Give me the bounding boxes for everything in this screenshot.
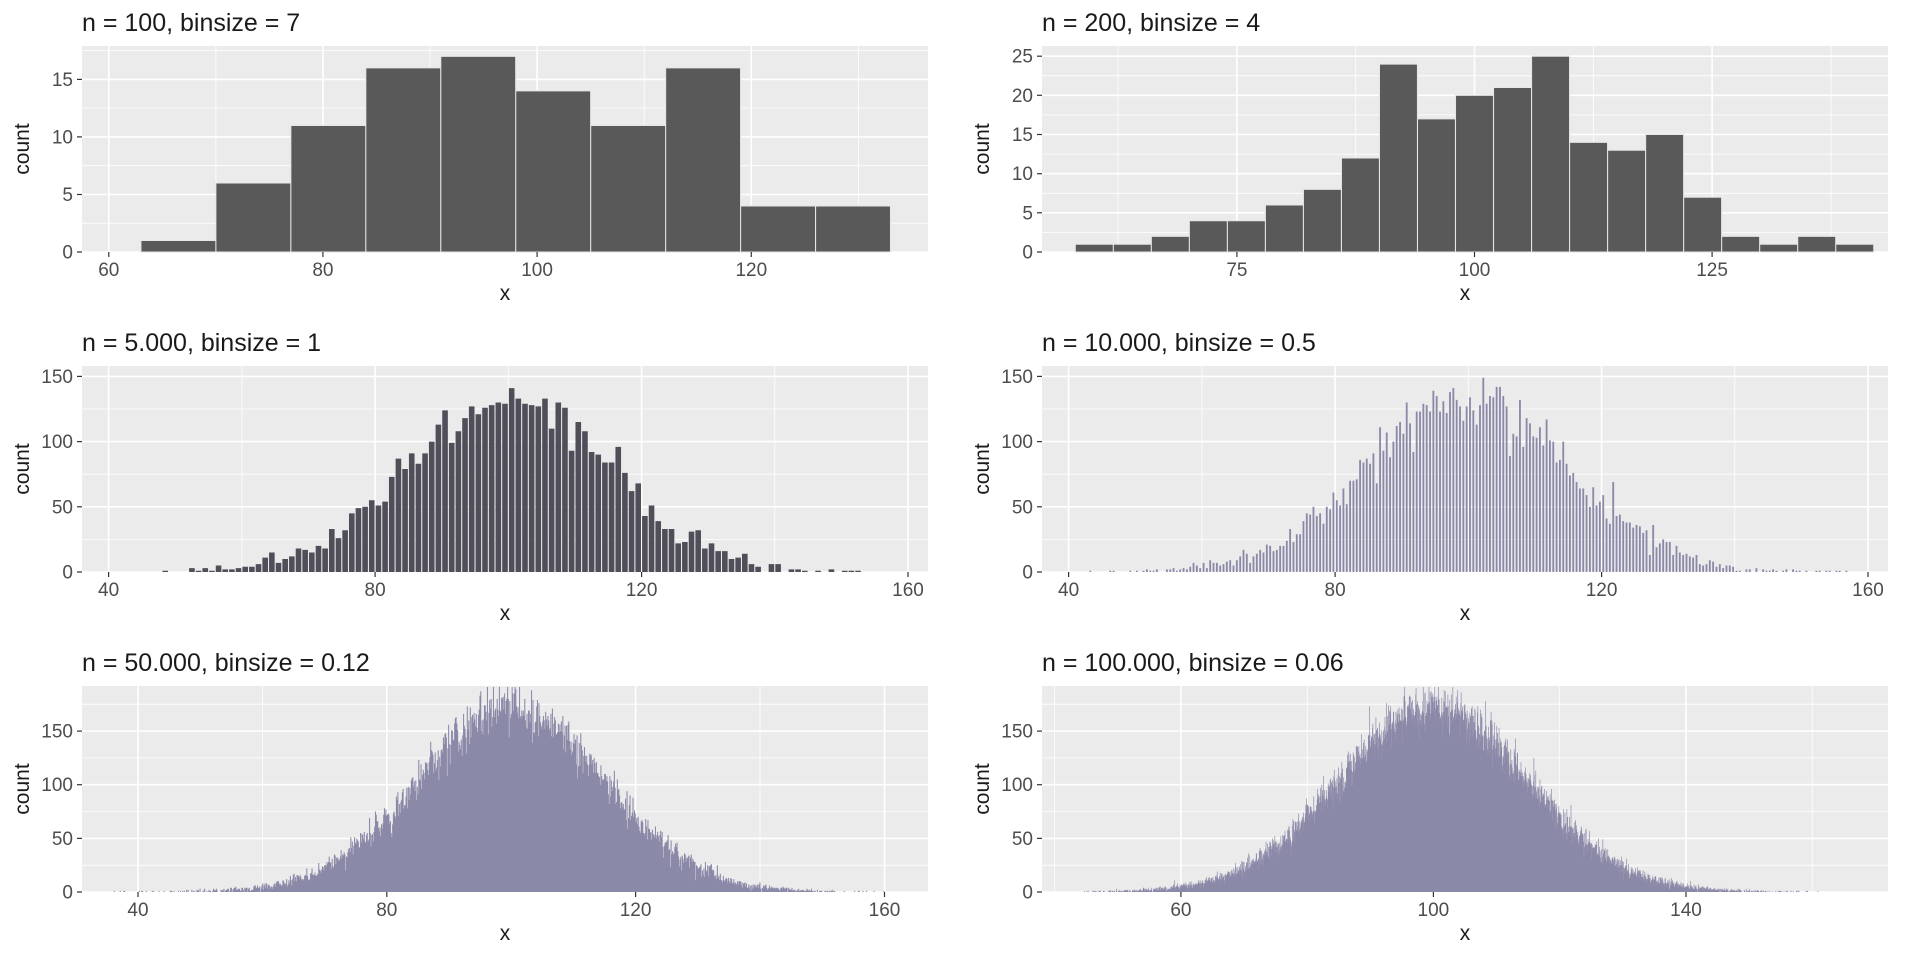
histogram-panel-n50000: n = 50.000, binsize = 0.12 40 80 120 160 0 50…: [0, 640, 960, 960]
svg-text:x: x: [500, 282, 511, 305]
svg-text:50: 50: [1012, 829, 1033, 850]
histogram-n100-svg: 60 80 100 120 0 5 10 15 x count: [12, 46, 928, 305]
svg-text:40: 40: [127, 900, 148, 921]
svg-text:100: 100: [1001, 775, 1033, 796]
svg-text:50: 50: [52, 829, 73, 850]
svg-text:5: 5: [62, 185, 73, 206]
svg-text:0: 0: [1022, 883, 1033, 904]
svg-text:x: x: [500, 602, 511, 625]
svg-text:count: count: [12, 763, 34, 815]
svg-text:80: 80: [312, 260, 333, 281]
svg-text:50: 50: [52, 497, 73, 518]
svg-text:80: 80: [376, 900, 397, 921]
svg-text:100: 100: [1001, 432, 1033, 453]
histogram-n200-svg: 75 100 125 0 5 10 15 20 25 x count: [972, 46, 1888, 305]
histogram-panel-n10000: n = 10.000, binsize = 0.5 40 80 120 160 0 50 1…: [960, 320, 1920, 640]
chart-title: n = 200, binsize = 4: [1042, 9, 1261, 37]
svg-text:120: 120: [626, 580, 658, 601]
svg-text:40: 40: [98, 580, 119, 601]
svg-text:15: 15: [1012, 125, 1033, 146]
svg-text:20: 20: [1012, 86, 1033, 107]
svg-text:10: 10: [52, 127, 73, 148]
svg-text:160: 160: [1852, 580, 1884, 601]
histogram-n100000-svg: 60 100 140 0 50 100 150 x count: [972, 686, 1888, 945]
svg-text:100: 100: [41, 432, 73, 453]
svg-text:100: 100: [1459, 260, 1491, 281]
svg-text:100: 100: [1418, 900, 1450, 921]
svg-text:100: 100: [41, 775, 73, 796]
svg-text:150: 150: [1001, 367, 1033, 388]
histogram-n5000-svg: 40 80 120 160 0 50 100 150 x count: [12, 366, 928, 625]
svg-text:0: 0: [62, 243, 73, 264]
svg-text:0: 0: [62, 883, 73, 904]
histogram-n50000-svg: 40 80 120 160 0 50 100 150 x count: [12, 686, 928, 945]
svg-text:25: 25: [1012, 47, 1033, 68]
histogram-panel-n200: n = 200, binsize = 4 75 100 125 0 5 10 15 20 25 x…: [960, 0, 1920, 320]
histogram-panel-n100000: n = 100.000, binsize = 0.06 60 100 140 0 50 1…: [960, 640, 1920, 960]
svg-text:40: 40: [1058, 580, 1079, 601]
svg-text:75: 75: [1226, 260, 1247, 281]
svg-text:150: 150: [41, 722, 73, 743]
svg-text:160: 160: [892, 580, 924, 601]
svg-text:x: x: [500, 922, 511, 945]
svg-text:150: 150: [41, 367, 73, 388]
svg-text:80: 80: [1325, 580, 1346, 601]
svg-text:0: 0: [62, 563, 73, 584]
histogram-panel-n100: n = 100, binsize = 7 60 80 100 120 0 5 10 15 x co…: [0, 0, 960, 320]
svg-text:120: 120: [1586, 580, 1618, 601]
svg-text:150: 150: [1001, 722, 1033, 743]
svg-text:x: x: [1460, 282, 1471, 305]
histogram-n10000-svg: 40 80 120 160 0 50 100 150 x count: [972, 366, 1888, 625]
svg-text:100: 100: [521, 260, 553, 281]
svg-text:15: 15: [52, 70, 73, 91]
svg-text:125: 125: [1696, 260, 1728, 281]
svg-text:x: x: [1460, 922, 1471, 945]
chart-title: n = 10.000, binsize = 0.5: [1042, 329, 1316, 357]
svg-text:160: 160: [869, 900, 901, 921]
svg-text:60: 60: [98, 260, 119, 281]
svg-text:count: count: [12, 123, 34, 175]
svg-text:0: 0: [1022, 243, 1033, 264]
svg-text:60: 60: [1170, 900, 1191, 921]
chart-title: n = 100, binsize = 7: [82, 9, 301, 37]
svg-text:120: 120: [735, 260, 767, 281]
svg-text:5: 5: [1022, 203, 1033, 224]
svg-text:50: 50: [1012, 497, 1033, 518]
chart-title: n = 5.000, binsize = 1: [82, 329, 322, 357]
svg-text:120: 120: [620, 900, 652, 921]
svg-text:0: 0: [1022, 563, 1033, 584]
svg-text:count: count: [12, 443, 34, 495]
svg-text:count: count: [972, 443, 994, 495]
chart-title: n = 100.000, binsize = 0.06: [1042, 649, 1344, 677]
svg-text:80: 80: [365, 580, 386, 601]
histogram-panel-n5000: n = 5.000, binsize = 1 40 80 120 160 0 50 100 1…: [0, 320, 960, 640]
svg-text:10: 10: [1012, 164, 1033, 185]
svg-text:count: count: [972, 763, 994, 815]
chart-title: n = 50.000, binsize = 0.12: [82, 649, 370, 677]
svg-text:x: x: [1460, 602, 1471, 625]
svg-text:count: count: [972, 123, 994, 175]
svg-text:140: 140: [1670, 900, 1702, 921]
